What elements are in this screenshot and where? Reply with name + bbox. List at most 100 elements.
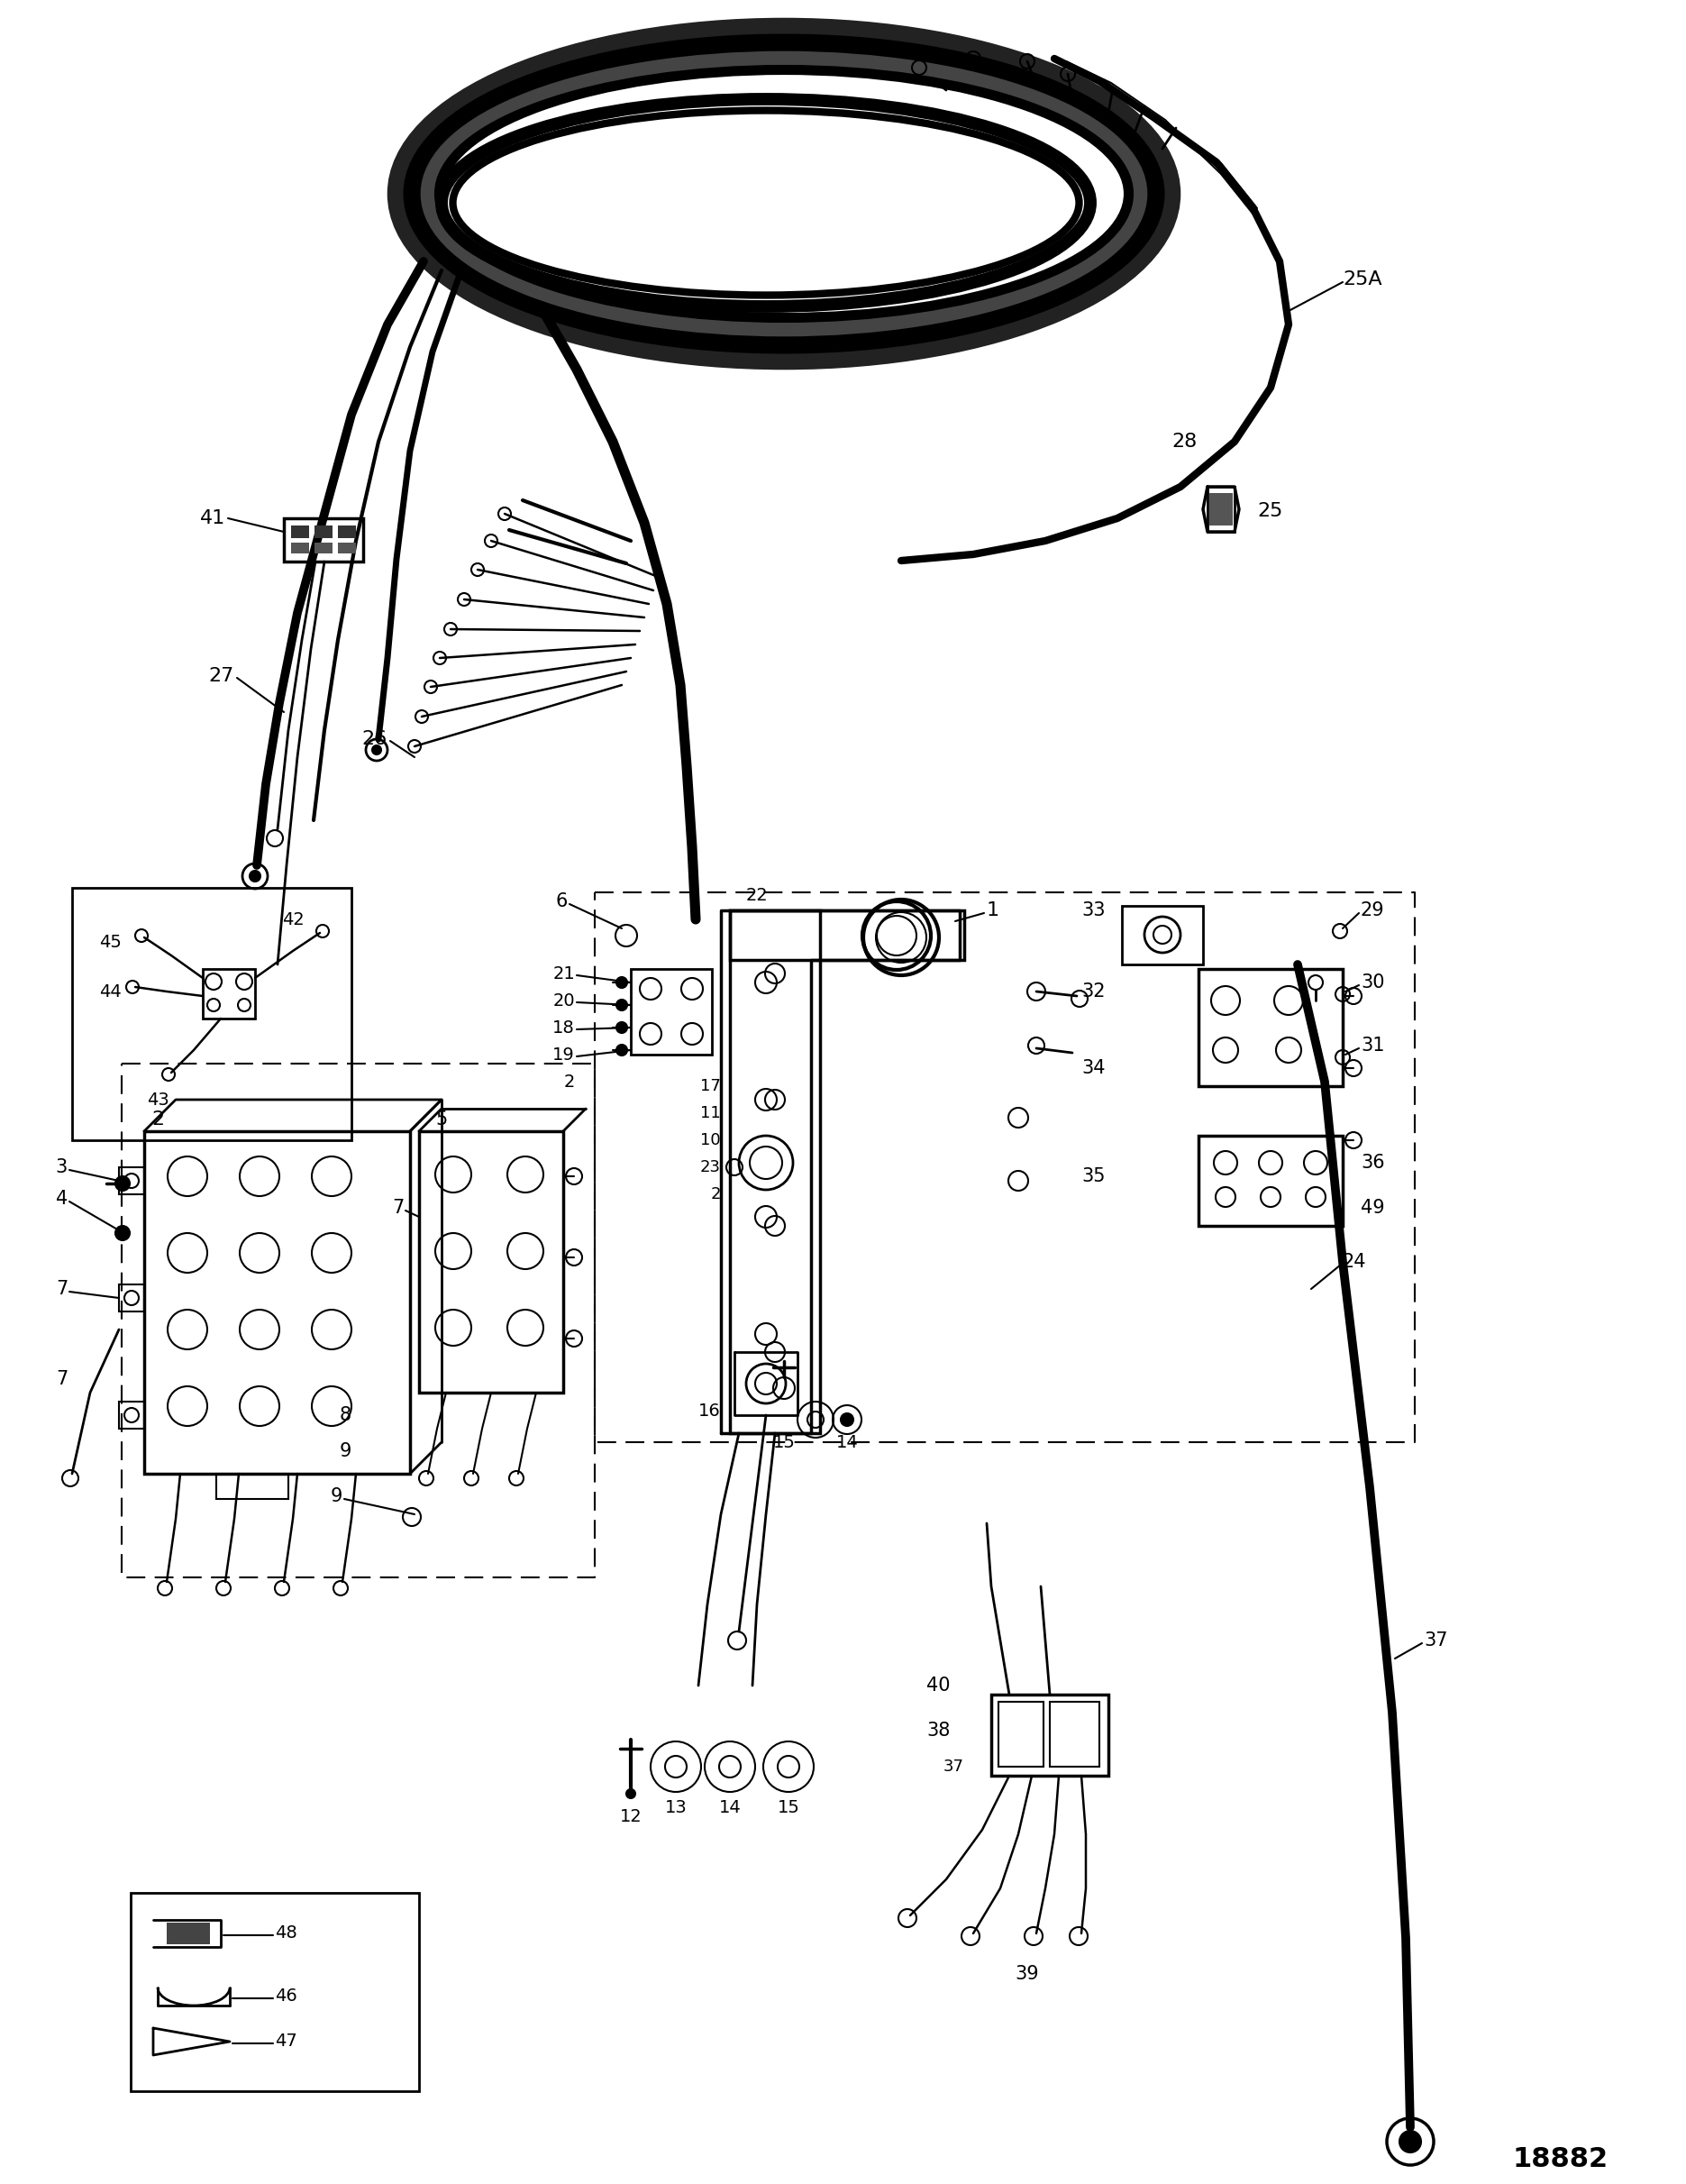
Text: 4: 4 [56, 1190, 67, 1208]
Text: 18882: 18882 [1512, 2145, 1608, 2171]
Text: 5: 5 [435, 1109, 447, 1129]
Text: 2: 2 [152, 1109, 164, 1129]
Text: 34: 34 [1081, 1059, 1106, 1077]
Text: 37: 37 [944, 1758, 964, 1776]
Ellipse shape [448, 79, 1120, 308]
Circle shape [373, 745, 381, 753]
Bar [1121, 906, 1204, 965]
Text: 16: 16 [698, 1402, 722, 1420]
Text: 8: 8 [339, 1406, 351, 1424]
Circle shape [841, 1413, 853, 1426]
Circle shape [626, 1789, 636, 1797]
Text: 17: 17 [700, 1079, 722, 1094]
Text: 2: 2 [710, 1186, 722, 1203]
Text: 9: 9 [339, 1441, 351, 1461]
Circle shape [250, 871, 260, 882]
Text: 25A: 25A [1342, 271, 1383, 288]
Text: 33: 33 [1081, 902, 1106, 919]
Bar [292, 542, 309, 553]
Circle shape [115, 1177, 130, 1190]
Bar [337, 526, 356, 537]
Text: 24: 24 [1342, 1254, 1367, 1271]
Text: 42: 42 [282, 911, 303, 928]
Bar [216, 1474, 288, 1498]
Text: 18: 18 [553, 1020, 575, 1035]
Text: 38: 38 [927, 1721, 951, 1741]
Text: 40: 40 [927, 1677, 951, 1695]
Text: 37: 37 [1423, 1631, 1448, 1649]
Ellipse shape [462, 120, 1071, 286]
Text: 48: 48 [275, 1924, 297, 1942]
Circle shape [617, 1022, 627, 1033]
Bar [631, 970, 711, 1055]
Bar [72, 889, 351, 1140]
Text: 46: 46 [275, 1987, 297, 2005]
Text: 15: 15 [777, 1800, 799, 1815]
Text: 1: 1 [986, 902, 1000, 919]
Bar [337, 542, 356, 553]
Bar [315, 526, 332, 537]
Text: 31: 31 [1361, 1037, 1384, 1055]
Text: 2: 2 [563, 1072, 575, 1090]
Text: 44: 44 [99, 983, 121, 1000]
Text: 28: 28 [1172, 432, 1197, 450]
Circle shape [617, 976, 627, 987]
Bar [1050, 1701, 1099, 1767]
Bar [120, 1402, 145, 1428]
Text: 14: 14 [836, 1433, 858, 1450]
Text: 7: 7 [56, 1369, 67, 1389]
Text: 12: 12 [620, 1808, 642, 1826]
Circle shape [1399, 2132, 1421, 2153]
Text: 14: 14 [718, 1800, 742, 1815]
Text: 23: 23 [700, 1160, 722, 1175]
Bar [292, 526, 309, 537]
Text: 13: 13 [664, 1800, 686, 1815]
Text: 41: 41 [201, 509, 226, 526]
Text: 9: 9 [330, 1487, 342, 1505]
Circle shape [115, 1225, 130, 1241]
Text: 35: 35 [1081, 1166, 1106, 1186]
Text: 25: 25 [1258, 502, 1283, 520]
Bar [1199, 970, 1342, 1085]
Bar [730, 911, 964, 961]
Circle shape [617, 1000, 627, 1011]
Text: 30: 30 [1361, 974, 1384, 992]
Circle shape [617, 1044, 627, 1055]
Bar [420, 1131, 563, 1393]
Text: 22: 22 [745, 887, 769, 904]
Text: 45: 45 [99, 933, 121, 950]
Text: 27: 27 [209, 666, 234, 686]
Bar [202, 970, 255, 1018]
Text: 19: 19 [553, 1046, 575, 1064]
Bar [1207, 487, 1234, 531]
Text: 21: 21 [553, 965, 575, 983]
Bar [145, 1131, 410, 1474]
Text: 3: 3 [56, 1158, 67, 1177]
Bar [167, 1922, 211, 1944]
Text: 6: 6 [556, 893, 568, 911]
Text: 26: 26 [362, 729, 388, 749]
Bar [1209, 494, 1232, 526]
Bar [991, 1695, 1108, 1776]
Bar [315, 542, 332, 553]
Bar [730, 911, 819, 1433]
Text: 10: 10 [700, 1131, 722, 1149]
Text: 7: 7 [391, 1199, 403, 1216]
Text: 36: 36 [1361, 1153, 1384, 1173]
Text: 11: 11 [700, 1105, 722, 1120]
Bar [120, 1284, 145, 1310]
Text: 49: 49 [1361, 1199, 1384, 1216]
Text: 15: 15 [772, 1433, 796, 1450]
Text: 7: 7 [56, 1280, 67, 1297]
Text: 32: 32 [1081, 983, 1106, 1000]
Bar [120, 1166, 145, 1195]
Text: 39: 39 [1015, 1966, 1039, 1983]
Text: 20: 20 [553, 992, 575, 1009]
Bar [1199, 1136, 1342, 1225]
Bar [283, 518, 362, 561]
Text: 29: 29 [1361, 902, 1384, 919]
Text: 43: 43 [147, 1092, 169, 1107]
Bar [130, 1894, 420, 2090]
Text: 47: 47 [275, 2033, 297, 2051]
Bar [998, 1701, 1044, 1767]
